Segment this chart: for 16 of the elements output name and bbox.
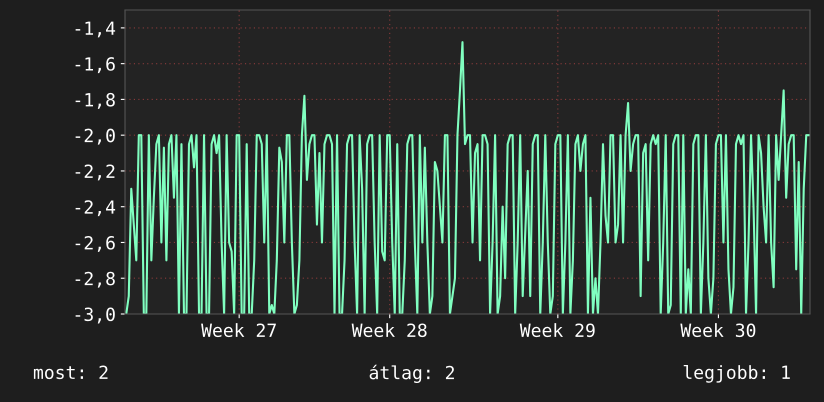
y-tick-label: -1,4 [76, 22, 116, 38]
y-tick-label: -1,8 [76, 92, 115, 109]
y-tick-label: -2,8 [76, 272, 115, 288]
y-tick-label: -2,2 [76, 164, 114, 180]
x-tick-label: Week 28 [352, 323, 427, 338]
x-tick-label: Week 27 [201, 323, 276, 338]
x-tick-label: Week 30 [680, 323, 756, 338]
y-tick-label: -2,0 [76, 128, 115, 145]
text: átlag: 2 [370, 364, 454, 384]
y-tick-label: -3,0 [76, 308, 115, 324]
y-tick-label: -2,4 [76, 200, 116, 216]
text: legjobb: 1 [684, 365, 790, 383]
x-tick-label: Week 29 [520, 323, 595, 338]
text: most: 2 [34, 365, 108, 380]
y-tick-label: -2,6 [76, 236, 115, 252]
y-tick-label: -1,6 [76, 57, 115, 74]
